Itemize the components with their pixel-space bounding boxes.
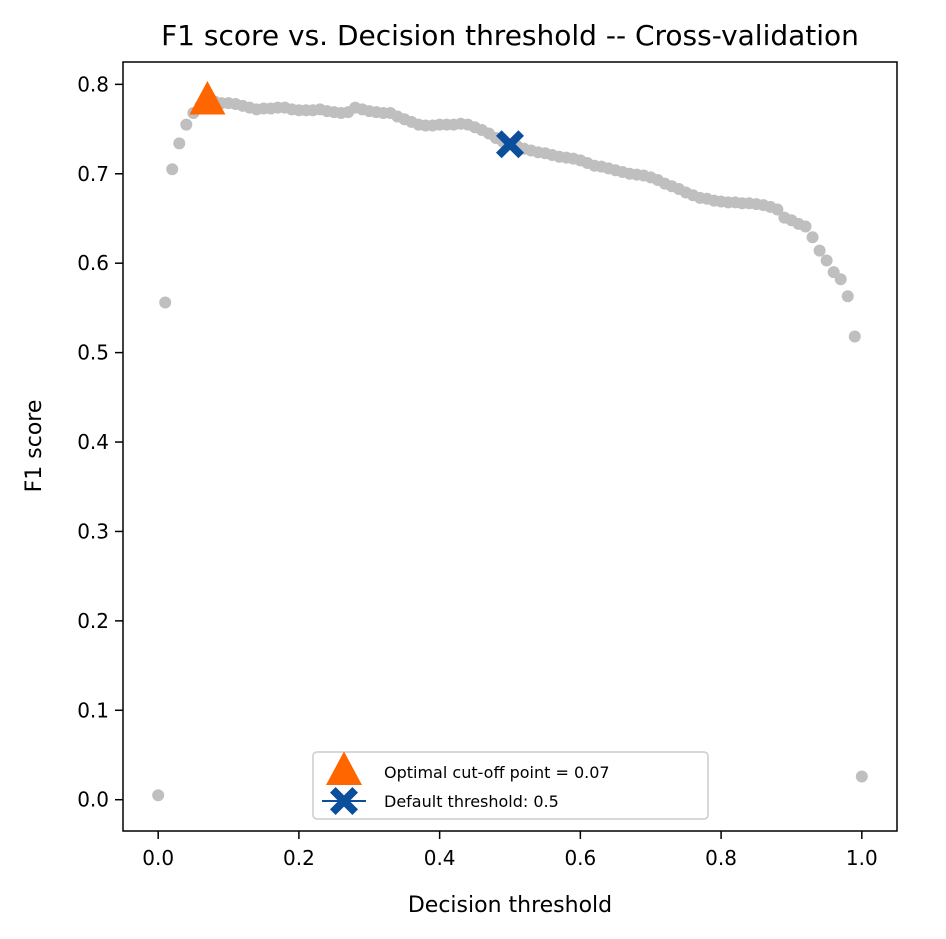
x-tick-label: 0.6 <box>564 846 596 870</box>
data-point <box>159 296 172 309</box>
legend-label: Optimal cut-off point = 0.07 <box>384 763 610 782</box>
data-point <box>799 220 812 233</box>
data-point <box>152 789 165 802</box>
y-tick-label: 0.7 <box>77 162 109 186</box>
y-tick-label: 0.4 <box>77 430 109 454</box>
data-point <box>855 770 868 783</box>
legend-box <box>312 751 709 820</box>
y-tick-label: 0.5 <box>77 341 109 365</box>
optimal-cutoff-marker <box>189 80 226 115</box>
legend-x-icon <box>330 787 358 815</box>
data-point <box>820 254 833 267</box>
data-point <box>813 244 826 257</box>
y-tick-label: 0.6 <box>77 251 109 275</box>
x-tick-label: 0.2 <box>283 846 315 870</box>
y-tick-label: 0.1 <box>77 698 109 722</box>
legend: Optimal cut-off point = 0.07 Default thre… <box>312 751 709 820</box>
plot-area <box>122 61 898 832</box>
chart-title: F1 score vs. Decision threshold -- Cross… <box>161 19 859 52</box>
data-point <box>806 231 819 244</box>
data-point <box>180 118 193 131</box>
y-axis-title: F1 score <box>22 400 47 493</box>
y-tick-label: 0.0 <box>77 788 109 812</box>
x-tick-label: 1.0 <box>846 846 878 870</box>
data-point <box>771 203 784 216</box>
y-tick-label: 0.8 <box>77 72 109 96</box>
x-tick-label: 0.8 <box>705 846 737 870</box>
default-threshold-marker <box>496 130 524 159</box>
x-tick-label: 0.0 <box>142 846 174 870</box>
x-axis: 0.0 0.2 0.4 0.6 0.8 1.0 <box>142 831 878 870</box>
data-point <box>834 273 847 286</box>
data-point <box>173 137 186 150</box>
data-point <box>841 290 854 303</box>
markers-layer <box>189 80 524 159</box>
y-tick-label: 0.3 <box>77 519 109 543</box>
data-point <box>848 330 861 343</box>
y-tick-label: 0.2 <box>77 609 109 633</box>
legend-triangle-icon <box>326 751 362 785</box>
legend-label: Default threshold: 0.5 <box>384 792 559 811</box>
data-point <box>166 163 179 176</box>
y-axis: 0.0 0.1 0.2 0.3 0.4 0.5 0.6 0.7 0.8 <box>77 72 123 812</box>
x-tick-label: 0.4 <box>424 846 456 870</box>
x-axis-title: Decision threshold <box>408 893 612 918</box>
plot-frame <box>122 61 898 832</box>
